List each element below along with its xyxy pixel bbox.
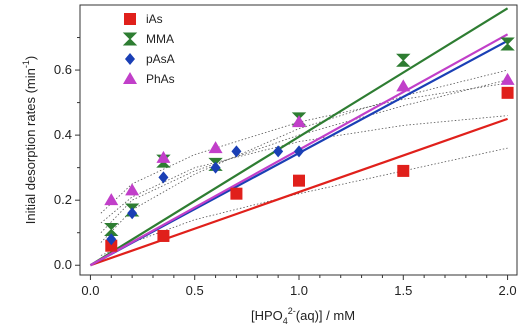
legend-label-ias: iAs: [146, 12, 163, 26]
legend-marker-pasa: [125, 53, 135, 65]
dotted-fit-curve: [100, 82, 508, 214]
x-tick-label: 0.5: [186, 283, 204, 298]
plot-area: 0.0 0.5 1.0 1.5 2.0 0.0 0.2 0.4 0.6 iAs MMA pAsA PhA…: [54, 4, 518, 298]
dotted-fit-curve: [100, 79, 508, 233]
data-point-ias: [501, 86, 514, 99]
data-point-phas: [156, 150, 171, 163]
legend-label-mma: MMA: [146, 32, 174, 46]
y-tick-label: 0.4: [54, 127, 72, 142]
data-point-ias: [157, 229, 170, 242]
data-point-mma: [104, 222, 119, 236]
y-axis-title: Initial desorption rates (min-1): [21, 56, 38, 224]
y-tick-label: 0.2: [54, 192, 72, 207]
data-point-phas: [396, 79, 411, 92]
dotted-fit-curve: [100, 115, 508, 224]
data-point-phas: [500, 72, 515, 85]
data-point-phas: [292, 115, 306, 128]
data-point-pasa: [158, 171, 169, 184]
x-tick-label: 1.0: [290, 283, 308, 298]
data-point-pasa: [210, 161, 221, 174]
data-point-pasa: [127, 207, 138, 220]
data-point-mma: [500, 37, 515, 51]
data-point-pasa: [231, 145, 242, 158]
x-axis-title: [HPO42-(aq)] / mM: [251, 306, 355, 326]
data-point-ias: [105, 239, 118, 252]
legend-marker-mma: [122, 32, 138, 46]
data-point-pasa: [106, 233, 117, 246]
data-point-phas: [208, 141, 223, 154]
x-tick-label: 2.0: [499, 283, 517, 298]
dotted-fit-curve: [100, 69, 508, 243]
data-point-pasa: [273, 145, 284, 158]
data-point-pasa: [294, 145, 304, 158]
legend-marker-phas: [123, 72, 137, 84]
data-point-ias: [397, 164, 410, 177]
fit-line-mma: [89, 7, 509, 267]
y-tick-label: 0.6: [54, 62, 72, 77]
x-tick-label: 1.5: [394, 283, 412, 298]
legend-marker-ias: [124, 13, 136, 25]
y-tick-label: 0.0: [54, 257, 72, 272]
fit-line-ias: [90, 117, 508, 267]
data-point-phas: [125, 183, 140, 196]
legend-label-pasa: pAsA: [146, 52, 175, 66]
legend: iAs MMA pAsA PhAs: [122, 12, 175, 86]
legend-label-phas: PhAs: [146, 72, 175, 86]
data-point-ias: [230, 187, 243, 200]
x-tick-label: 0.0: [81, 283, 99, 298]
data-point-ias: [293, 174, 305, 187]
data-point-mma: [396, 53, 411, 67]
data-point-phas: [104, 193, 119, 206]
